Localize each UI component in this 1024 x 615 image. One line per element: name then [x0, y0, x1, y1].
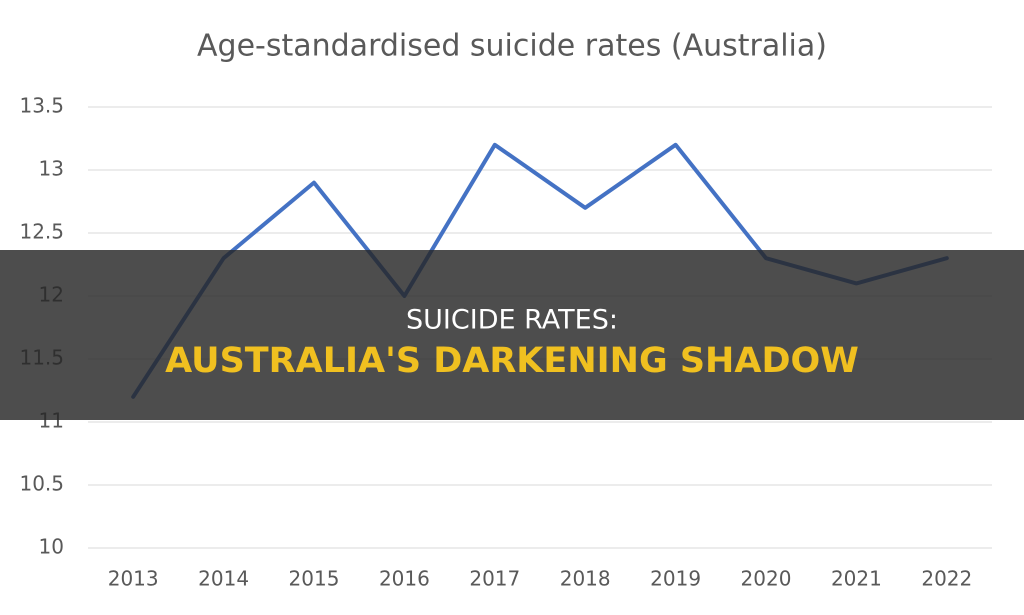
y-tick-label: 10: [39, 535, 64, 559]
x-tick-label: 2021: [831, 567, 882, 591]
y-tick-label: 10.5: [19, 472, 64, 496]
x-tick-label: 2020: [741, 567, 792, 591]
x-tick-label: 2015: [289, 567, 340, 591]
banner-title: SUICIDE RATES:: [406, 305, 618, 336]
y-tick-label: 13.5: [19, 94, 64, 118]
chart-title: Age-standardised suicide rates (Australi…: [197, 29, 827, 64]
y-tick-label: 13: [39, 157, 64, 181]
y-tick-label: 12.5: [19, 220, 64, 244]
x-tick-label: 2014: [198, 567, 249, 591]
x-tick-label: 2016: [379, 567, 430, 591]
x-tick-label: 2018: [560, 567, 611, 591]
x-tick-label: 2017: [469, 567, 520, 591]
x-tick-label: 2013: [108, 567, 159, 591]
banner-subtitle: AUSTRALIA'S DARKENING SHADOW: [165, 341, 859, 381]
x-tick-label: 2022: [921, 567, 972, 591]
banner: [0, 250, 1024, 420]
x-tick-label: 2019: [650, 567, 701, 591]
